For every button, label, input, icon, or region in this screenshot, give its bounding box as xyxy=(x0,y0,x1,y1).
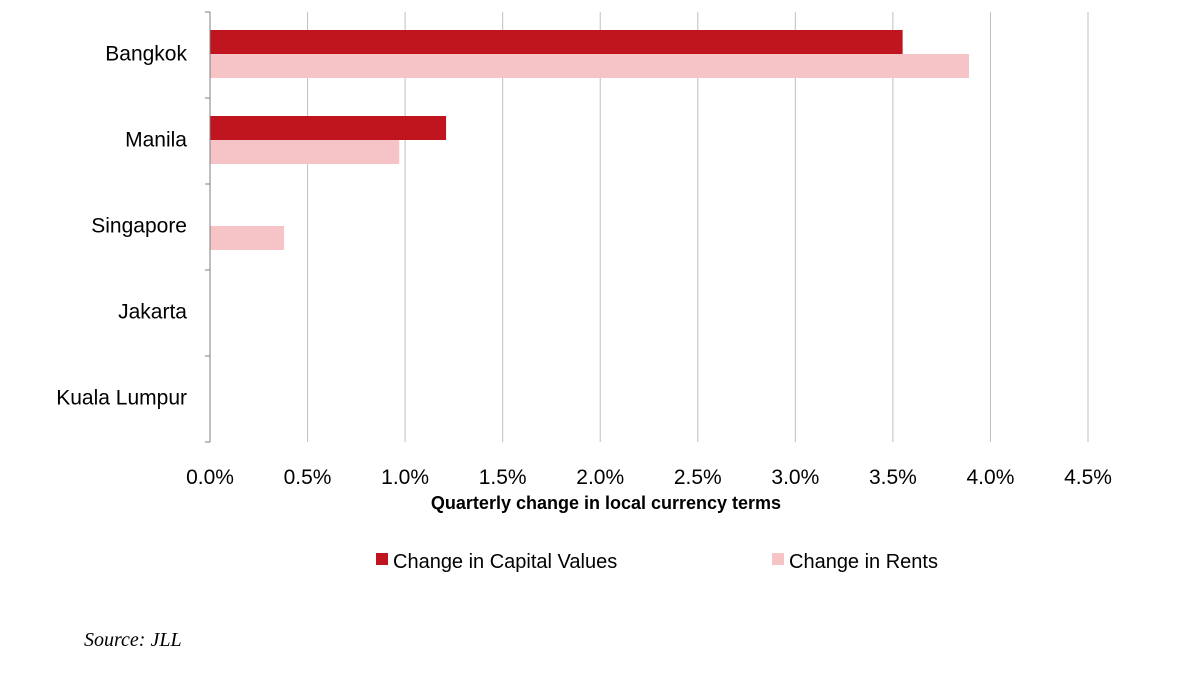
category-label: Singapore xyxy=(91,215,187,238)
x-tick-label: 0.0% xyxy=(186,466,234,489)
category-labels: Bangkok Manila Singapore Jakarta Kuala Lumpu… xyxy=(56,43,187,410)
legend: Change in Capital Values Change in Rents xyxy=(376,551,938,573)
bar-change-in-rents-bangkok xyxy=(210,54,969,78)
bar-change-in-rents-singapore xyxy=(210,226,285,250)
x-tick-label: 0.5% xyxy=(284,466,332,489)
legend-label-change-in-rents: Change in Rents xyxy=(789,551,938,573)
x-tick-label: 4.5% xyxy=(1064,466,1112,489)
legend-label-change-in-capital-values: Change in Capital Values xyxy=(393,551,617,573)
x-tick-labels: 0.0% 0.5% 1.0% 1.5% 2.0% 2.5% 3.0% 3.5% 4.0% 4.5% xyxy=(186,466,1112,489)
bar-change-in-capital-values-manila xyxy=(210,116,447,140)
category-label: Manila xyxy=(125,129,187,152)
category-label: Bangkok xyxy=(105,43,187,66)
bar-change-in-capital-values-bangkok xyxy=(210,30,903,54)
bars xyxy=(210,30,969,250)
legend-swatch-change-in-capital-values xyxy=(376,553,388,565)
legend-swatch-change-in-rents xyxy=(772,553,784,565)
x-tick-label: 2.5% xyxy=(674,466,722,489)
bar-change-in-rents-manila xyxy=(210,140,400,164)
x-tick-label: 1.5% xyxy=(479,466,527,489)
x-tick-label: 3.5% xyxy=(869,466,917,489)
x-tick-label: 2.0% xyxy=(576,466,624,489)
x-tick-label: 4.0% xyxy=(967,466,1015,489)
x-axis-title: Quarterly change in local currency terms xyxy=(431,493,781,513)
y-axis xyxy=(205,11,211,443)
source-note: Source: JLL xyxy=(84,629,182,651)
category-label: Jakarta xyxy=(118,301,187,324)
category-label: Kuala Lumpur xyxy=(56,387,187,410)
x-tick-label: 3.0% xyxy=(771,466,819,489)
x-tick-label: 1.0% xyxy=(381,466,429,489)
gridlines xyxy=(209,12,1089,442)
